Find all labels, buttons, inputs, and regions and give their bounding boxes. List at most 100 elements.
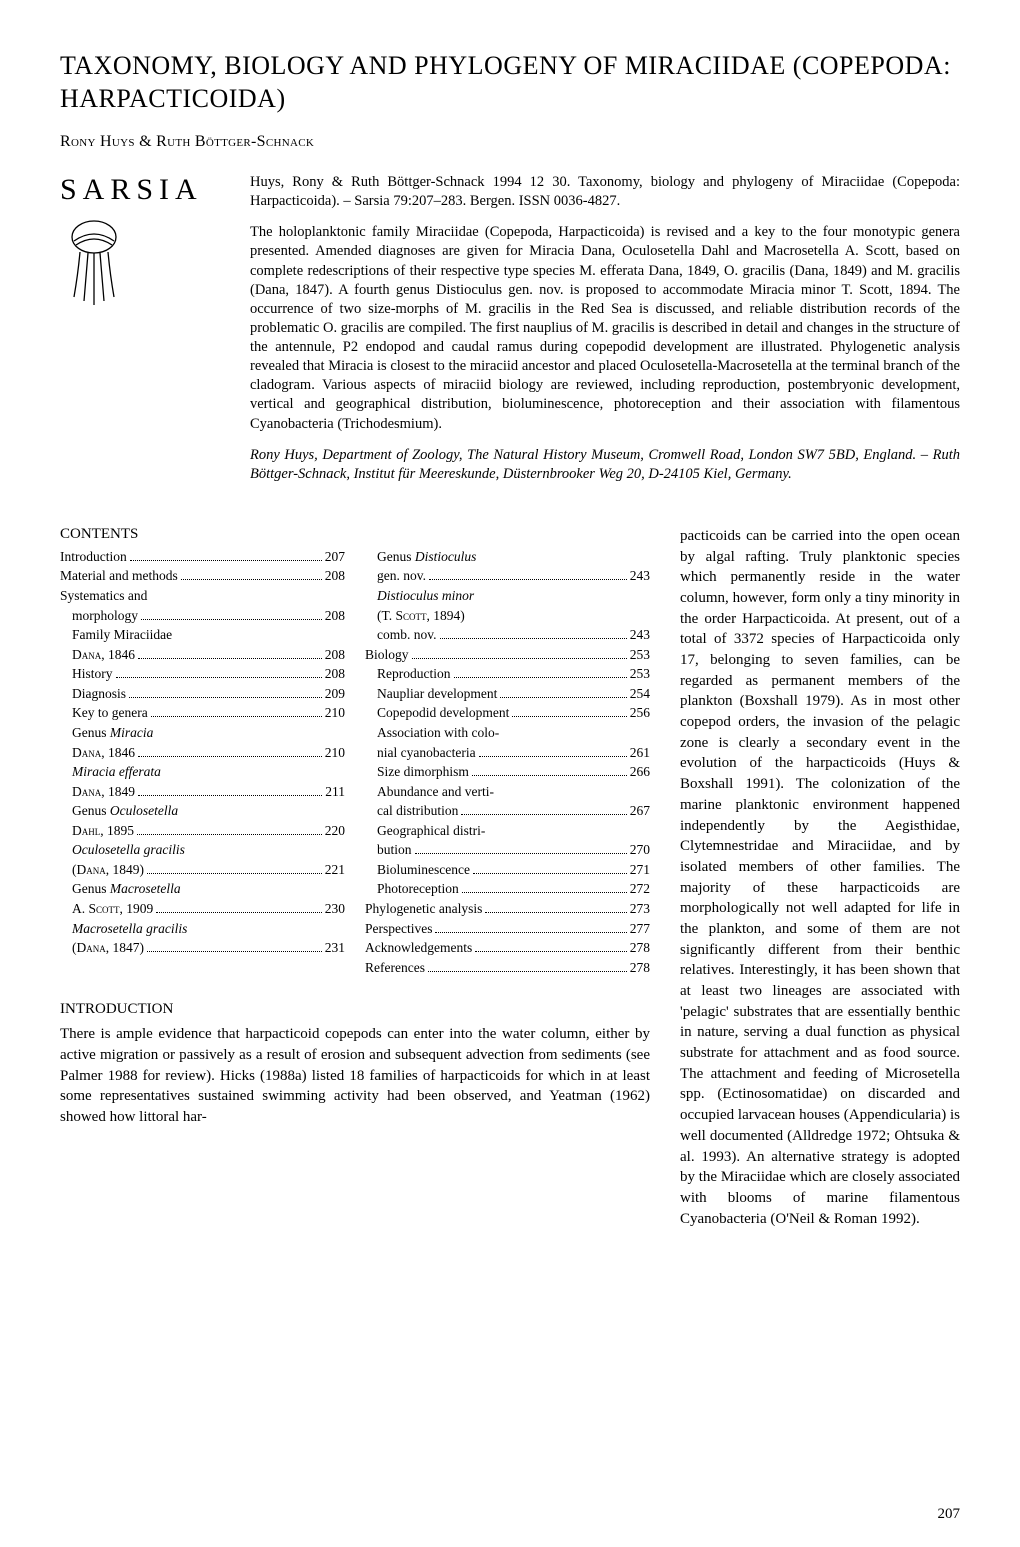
toc-row: Dana, 1846 210 [60,743,345,763]
toc-label: Reproduction [365,664,451,684]
toc-label: nial cyanobacteria [365,743,476,763]
article-authors: Rony Huys & Ruth Böttger-Schnack [60,133,960,151]
toc-page: 271 [630,860,650,880]
toc-dots [156,912,321,913]
toc-label: Perspectives [365,919,432,939]
toc-dots [141,619,322,620]
toc-row: Size dimorphism 266 [365,762,650,782]
toc-label: References [365,958,425,978]
table-of-contents: Introduction207Material and methods208Sy… [60,547,650,977]
toc-dots [412,658,627,659]
toc-label: Geographical distri- [365,821,485,841]
toc-row: comb. nov.243 [365,625,650,645]
toc-page: 231 [325,938,345,958]
toc-dots [151,716,322,717]
toc-dots [435,932,626,933]
toc-label: Genus Miracia [60,723,153,743]
toc-row: Key to genera210 [60,703,345,723]
toc-row: (T. Scott, 1894) [365,606,650,626]
toc-row: Systematics and [60,586,345,606]
toc-label: Acknowledgements [365,938,472,958]
toc-row: (Dana, 1847) 231 [60,938,345,958]
journal-column: SARSIA [60,173,250,314]
toc-label: morphology [60,606,138,626]
toc-page: 208 [325,645,345,665]
toc-page: 266 [630,762,650,782]
toc-dots [475,951,627,952]
toc-row: Acknowledgements 278 [365,938,650,958]
toc-label: Association with colo- [365,723,499,743]
toc-row: Oculosetella gracilis [60,840,345,860]
toc-row: cal distribution267 [365,801,650,821]
toc-page: 277 [630,919,650,939]
toc-dots [462,892,627,893]
toc-label: Dana, 1846 [60,645,135,665]
toc-label: Naupliar development [365,684,497,704]
toc-row: Genus Oculosetella [60,801,345,821]
toc-page: 208 [325,664,345,684]
toc-row: bution270 [365,840,650,860]
toc-dots [472,775,627,776]
introduction-heading: INTRODUCTION [60,1001,650,1018]
toc-page: 221 [325,860,345,880]
toc-page: 261 [630,743,650,763]
toc-label: Material and methods [60,566,178,586]
toc-label: (Dana, 1847) [60,938,144,958]
contents-heading: CONTENTS [60,526,650,543]
abstract-body: The holoplanktonic family Miraciidae (Co… [250,223,960,433]
toc-page: 243 [630,625,650,645]
toc-row: Naupliar development254 [365,684,650,704]
toc-dots [429,579,627,580]
article-title: TAXONOMY, BIOLOGY AND PHYLOGENY OF MIRAC… [60,50,960,115]
toc-dots [415,853,627,854]
toc-row: Dana, 1849211 [60,782,345,802]
toc-label: Miracia efferata [60,762,161,782]
toc-row: References278 [365,958,650,978]
toc-dots [428,971,627,972]
toc-row: Dana, 1846 208 [60,645,345,665]
abstract-citation: Huys, Rony & Ruth Böttger-Schnack 1994 1… [250,173,960,211]
body-paragraph: pacticoids can be carried into the open … [680,526,960,1229]
toc-page: 272 [630,879,650,899]
toc-page: 207 [325,547,345,567]
toc-row: Family Miraciidae [60,625,345,645]
toc-row: gen. nov. 243 [365,566,650,586]
toc-row: Macrosetella gracilis [60,919,345,939]
toc-label: (Dana, 1849) [60,860,144,880]
toc-dots [138,795,322,796]
toc-label: Dana, 1849 [60,782,135,802]
toc-page: 243 [630,566,650,586]
toc-label: Genus Oculosetella [60,801,178,821]
toc-dots [137,834,322,835]
toc-page: 278 [630,938,650,958]
toc-row: Perspectives 277 [365,919,650,939]
toc-label: Bioluminescence [365,860,470,880]
toc-page: 208 [325,606,345,626]
toc-row: morphology 208 [60,606,345,626]
toc-label: Size dimorphism [365,762,469,782]
toc-dots [461,814,626,815]
introduction-block: INTRODUCTION There is ample evidence tha… [60,1001,650,1127]
toc-row: Genus Macrosetella [60,879,345,899]
toc-row: Diagnosis209 [60,684,345,704]
toc-row: (Dana, 1849) 221 [60,860,345,880]
toc-dots [454,677,627,678]
toc-label: (T. Scott, 1894) [365,606,465,626]
toc-dots [116,677,322,678]
toc-page: 253 [630,645,650,665]
toc-label: A. Scott, 1909 [60,899,153,919]
toc-dots [129,697,322,698]
author-affiliation: Rony Huys, Department of Zoology, The Na… [250,446,960,484]
toc-page: 210 [325,743,345,763]
toc-label: gen. nov. [365,566,426,586]
toc-label: Dana, 1846 [60,743,135,763]
toc-page: 273 [630,899,650,919]
toc-label: Family Miraciidae [60,625,172,645]
toc-row: Genus Miracia [60,723,345,743]
abstract-column: Huys, Rony & Ruth Böttger-Schnack 1994 1… [250,173,960,496]
toc-column-right: Genus Distioculusgen. nov.243Distioculus… [365,547,650,977]
toc-row: nial cyanobacteria 261 [365,743,650,763]
toc-page: 267 [630,801,650,821]
toc-row: Biology253 [365,645,650,665]
toc-page: 256 [630,703,650,723]
